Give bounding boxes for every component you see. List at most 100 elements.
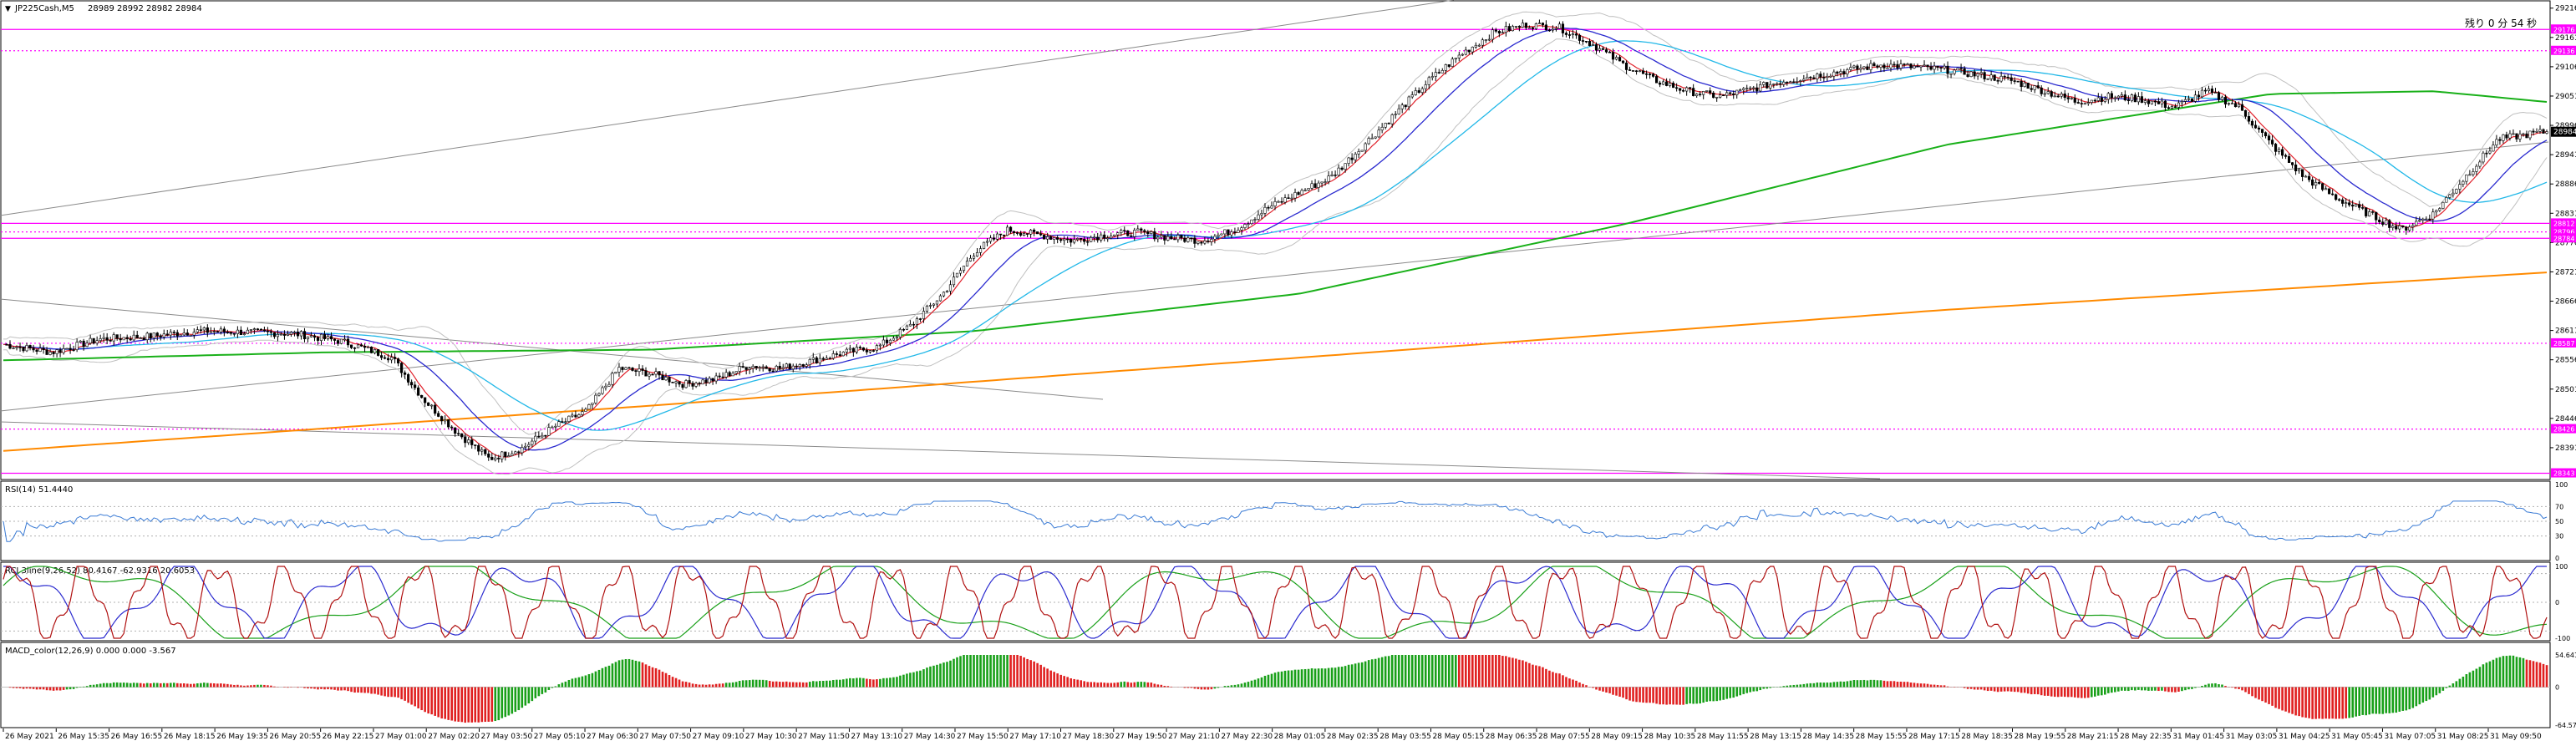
candle-body <box>1070 238 1073 243</box>
candle-body <box>2223 96 2228 104</box>
candle-body <box>169 332 172 336</box>
candle-body <box>2475 165 2478 172</box>
time-tick-label: 27 May 01:00 <box>375 733 427 741</box>
candle-body <box>2203 89 2208 92</box>
candle-body <box>1601 48 1605 50</box>
candle-body <box>554 425 557 428</box>
candle-body <box>1554 28 1558 30</box>
candle-body <box>1524 23 1527 28</box>
candle-body <box>470 439 474 445</box>
candle-body <box>2090 99 2093 103</box>
candle-body <box>1581 40 1585 42</box>
candle-body <box>2160 100 2163 104</box>
candle-body <box>828 358 831 360</box>
candle-body <box>952 277 956 286</box>
candle-body <box>306 336 310 340</box>
candle-body <box>2267 135 2271 140</box>
candle-body <box>1953 69 1956 74</box>
candle-body <box>2150 100 2153 104</box>
candle-body <box>998 233 1003 236</box>
candle-body <box>551 426 554 429</box>
candle-body <box>236 329 239 334</box>
candle-body <box>500 451 504 459</box>
candle-body <box>1624 63 1628 70</box>
candle-body <box>694 383 698 387</box>
candle-body <box>229 332 232 334</box>
candle-body <box>617 367 621 373</box>
candle-body <box>1263 206 1267 214</box>
time-tick-label: 27 May 02:20 <box>428 733 480 741</box>
candle-body <box>2525 133 2528 139</box>
candle-body <box>2274 144 2278 152</box>
candle-body <box>1180 235 1183 239</box>
candle-body <box>444 419 447 422</box>
candle-body <box>1250 219 1253 225</box>
candle-body <box>908 323 912 327</box>
candle-body <box>1220 233 1223 236</box>
time-tick-label: 27 May 15:50 <box>957 733 1009 741</box>
candle-body <box>58 349 62 353</box>
candle-body <box>82 340 85 348</box>
candle-body <box>1293 192 1297 199</box>
time-tick-label: 27 May 05:10 <box>534 733 586 741</box>
candle-body <box>185 332 189 336</box>
candle-body <box>206 327 209 333</box>
candle-body <box>1796 81 1799 83</box>
candle-body <box>1133 230 1136 237</box>
collapse-triangle-icon[interactable]: ▼ <box>5 5 11 13</box>
candle-body <box>861 347 865 351</box>
candle-body <box>895 337 899 339</box>
candle-body <box>815 357 818 363</box>
candle-body <box>2086 102 2090 104</box>
candle-body <box>2485 152 2488 155</box>
candle-body <box>1417 90 1420 94</box>
candle-body <box>761 366 765 368</box>
candle-body <box>2545 131 2548 134</box>
candle-body <box>531 440 534 445</box>
candle-body <box>648 373 651 377</box>
candle-body <box>1110 236 1113 239</box>
candle-body <box>2375 211 2378 221</box>
level-tag-label: 29136 <box>2553 48 2574 55</box>
candle-body <box>1979 72 1983 74</box>
time-tick-label: 27 May 11:50 <box>798 733 850 741</box>
candle-body <box>534 435 537 442</box>
candle-body <box>728 372 731 377</box>
candle-body <box>778 365 781 369</box>
candle-body <box>1792 81 1796 84</box>
candle-body <box>2003 75 2006 78</box>
time-tick-label: 26 May 20:55 <box>269 733 321 741</box>
candle-body <box>2233 103 2238 108</box>
candle-body <box>373 349 377 353</box>
candle-body <box>708 378 711 383</box>
candle-body <box>1832 71 1836 77</box>
candle-body <box>2016 80 2020 83</box>
candle-body <box>1712 92 1715 99</box>
candle-body <box>711 378 714 382</box>
candle-body <box>1839 71 1842 74</box>
candle-body <box>1384 123 1387 128</box>
level-tag-label: 28784 <box>2553 235 2574 242</box>
candle-body <box>584 409 587 412</box>
candle-body <box>2157 101 2160 104</box>
candle-body <box>79 340 82 343</box>
bar-countdown: 残り 0 分 54 秒 <box>2465 18 2537 29</box>
candle-body <box>1943 65 1946 69</box>
candle-body <box>1766 82 1769 89</box>
candle-body <box>1049 236 1053 240</box>
candle-body <box>1856 65 1859 70</box>
candle-body <box>2163 100 2167 109</box>
candle-body <box>464 436 467 444</box>
candle-body <box>681 383 684 388</box>
candle-body <box>42 348 45 350</box>
candle-body <box>394 357 397 359</box>
candle-body <box>2243 109 2248 117</box>
candle-body <box>1494 29 1497 32</box>
candle-body <box>2110 93 2113 99</box>
candle-body <box>2140 96 2143 103</box>
candle-body <box>1929 66 1933 70</box>
time-tick-label: 28 May 19:55 <box>2015 733 2066 741</box>
candle-body <box>1270 206 1273 209</box>
